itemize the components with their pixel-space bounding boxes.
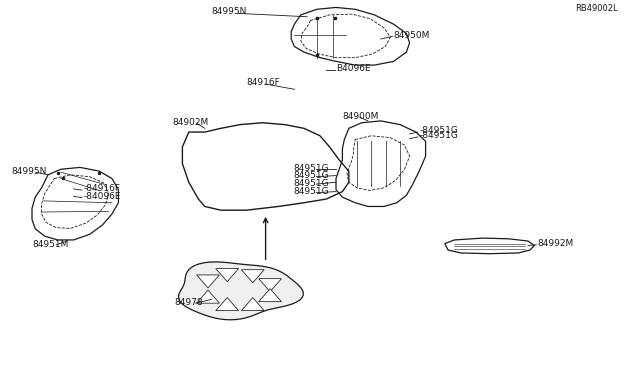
Polygon shape <box>179 262 303 320</box>
Text: -84951G: -84951G <box>419 131 458 140</box>
Polygon shape <box>216 269 239 282</box>
Text: 84950M: 84950M <box>394 31 430 40</box>
Polygon shape <box>216 298 239 311</box>
Polygon shape <box>259 289 282 302</box>
Polygon shape <box>259 279 282 292</box>
Polygon shape <box>241 298 264 311</box>
Text: 84951G: 84951G <box>293 164 329 173</box>
Text: 84951M: 84951M <box>32 240 68 249</box>
Text: -84951G: -84951G <box>419 126 458 135</box>
Polygon shape <box>196 290 220 303</box>
Text: 84902M: 84902M <box>173 118 209 126</box>
Text: 84992M: 84992M <box>538 239 574 248</box>
Polygon shape <box>241 270 264 283</box>
Text: 84900M: 84900M <box>342 112 379 121</box>
Text: 84951G: 84951G <box>293 187 329 196</box>
Text: RB49002L: RB49002L <box>575 4 618 13</box>
Text: -84096E: -84096E <box>83 192 121 201</box>
Text: 84951G: 84951G <box>293 179 329 187</box>
Text: 84916F: 84916F <box>246 78 280 87</box>
Text: B4096E: B4096E <box>336 64 371 73</box>
Polygon shape <box>196 275 220 288</box>
Text: 84995N: 84995N <box>12 167 47 176</box>
Text: 84978: 84978 <box>174 298 203 307</box>
Text: 84995N: 84995N <box>211 7 246 16</box>
Text: 84951G: 84951G <box>293 171 329 180</box>
Text: -84916F: -84916F <box>83 185 120 193</box>
